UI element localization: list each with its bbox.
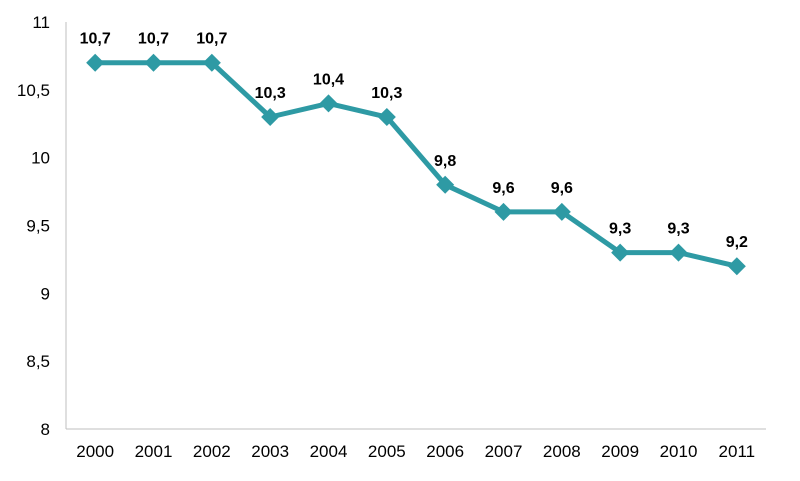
data-point-marker (319, 94, 338, 113)
data-point-marker (552, 202, 571, 221)
data-point-marker (494, 202, 513, 221)
data-point-marker (669, 243, 688, 262)
data-label: 9,6 (551, 180, 573, 197)
x-tick-label: 2008 (543, 442, 581, 461)
data-point-marker (144, 53, 163, 72)
data-label: 10,7 (196, 31, 227, 48)
y-tick-label: 8 (41, 420, 50, 439)
x-tick-label: 2011 (719, 442, 756, 461)
x-tick-label: 2002 (193, 442, 231, 461)
data-label: 9,2 (726, 234, 748, 251)
data-label: 9,3 (667, 221, 689, 238)
data-label: 9,6 (492, 180, 514, 197)
data-point-marker (377, 107, 396, 126)
data-point-marker (436, 175, 455, 194)
data-label: 10,3 (371, 85, 402, 102)
y-tick-label: 10 (31, 149, 50, 168)
data-label: 9,8 (434, 153, 456, 170)
y-tick-label: 9 (41, 284, 50, 303)
y-axis-ticks: 8 8,5 9 9,5 10 10,5 11 (17, 13, 50, 439)
data-label: 9,3 (609, 221, 631, 238)
x-tick-label: 2001 (135, 442, 173, 461)
data-point-marker (261, 107, 280, 126)
data-labels: 10,7 10,7 10,7 10,3 10,4 10,3 9,8 9,6 9,6 9,3 9,3 9… (80, 31, 748, 251)
data-point-marker (611, 243, 630, 262)
data-point-marker (727, 257, 746, 276)
x-axis-ticks: 2000 2001 2002 2003 2004 2005 2006 2007 2008 2009… (76, 442, 755, 461)
data-label: 10,3 (255, 85, 286, 102)
y-tick-label: 11 (32, 13, 50, 32)
x-tick-label: 2003 (251, 442, 289, 461)
y-tick-label: 10,5 (17, 81, 50, 100)
y-tick-label: 9,5 (26, 217, 50, 236)
x-tick-label: 2007 (485, 442, 523, 461)
x-tick-label: 2009 (601, 442, 639, 461)
y-tick-label: 8,5 (26, 352, 50, 371)
x-tick-label: 2010 (660, 442, 698, 461)
data-label: 10,7 (80, 31, 111, 48)
data-label: 10,4 (313, 71, 344, 88)
series-line (92, 60, 740, 269)
series-group (86, 53, 746, 276)
data-point-marker (202, 53, 221, 72)
x-tick-label: 2005 (368, 442, 406, 461)
data-point-marker (86, 53, 105, 72)
x-tick-label: 2004 (310, 442, 348, 461)
x-tick-label: 2006 (426, 442, 464, 461)
x-tick-label: 2000 (76, 442, 114, 461)
data-label: 10,7 (138, 31, 169, 48)
